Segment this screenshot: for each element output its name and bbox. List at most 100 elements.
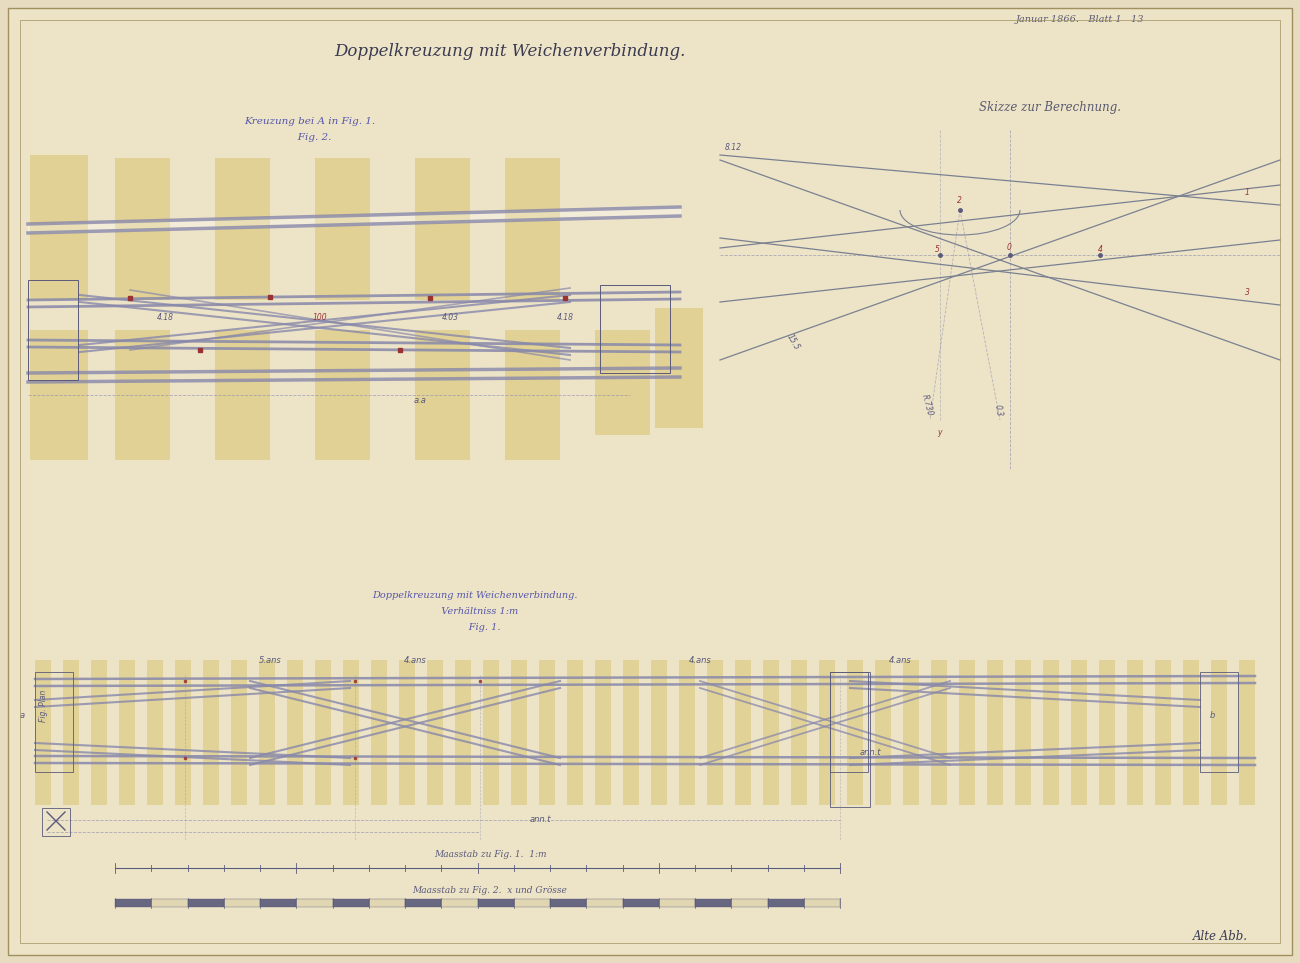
Bar (114, 330, 170, 460)
Bar (296, 899, 333, 907)
Bar (659, 899, 696, 907)
Bar (540, 660, 555, 805)
Bar (42, 808, 70, 836)
Text: ann.t: ann.t (861, 748, 881, 757)
Bar (550, 899, 586, 907)
Bar (29, 280, 78, 380)
Text: b: b (1210, 711, 1216, 720)
Bar (819, 660, 835, 805)
Text: 15.5: 15.5 (785, 333, 801, 352)
Bar (1200, 672, 1238, 772)
Bar (176, 660, 191, 805)
Bar (203, 660, 218, 805)
Bar (259, 660, 276, 805)
Bar (62, 660, 79, 805)
Bar (651, 660, 667, 805)
Text: Skizze zur Berechnung.: Skizze zur Berechnung. (979, 101, 1121, 115)
Bar (829, 672, 868, 772)
Bar (1043, 660, 1060, 805)
Bar (315, 158, 370, 300)
Bar (931, 660, 946, 805)
Bar (623, 660, 640, 805)
Bar (91, 660, 107, 805)
Bar (187, 899, 224, 907)
Bar (504, 158, 560, 300)
Text: 0.3: 0.3 (993, 403, 1004, 417)
Text: Alte Abb.: Alte Abb. (1192, 930, 1248, 943)
Bar (959, 660, 975, 805)
Bar (586, 899, 623, 907)
Bar (655, 308, 703, 428)
Text: 100: 100 (313, 313, 328, 322)
Text: Kreuzung bei A in Fig. 1.
   Fig. 2.: Kreuzung bei A in Fig. 1. Fig. 2. (244, 117, 376, 143)
Bar (30, 330, 88, 460)
Bar (399, 660, 415, 805)
Bar (790, 660, 807, 805)
Text: 2: 2 (957, 196, 962, 205)
Bar (707, 660, 723, 805)
Text: Doppelkreuzung mit Weichenverbindung.
   Verhältniss 1:m
      Fig. 1.: Doppelkreuzung mit Weichenverbindung. Ve… (372, 591, 577, 633)
Bar (441, 899, 477, 907)
Bar (875, 660, 891, 805)
Text: 5: 5 (935, 245, 940, 254)
Bar (1015, 660, 1031, 805)
Text: 1: 1 (1245, 188, 1249, 197)
Bar (848, 660, 863, 805)
Bar (1212, 660, 1227, 805)
Text: 4.ans: 4.ans (403, 656, 426, 665)
Bar (214, 158, 270, 300)
Bar (1071, 660, 1087, 805)
Bar (1154, 660, 1171, 805)
Bar (260, 899, 296, 907)
Bar (415, 330, 471, 460)
Bar (679, 660, 696, 805)
Bar (504, 330, 560, 460)
Bar (1183, 660, 1199, 805)
Bar (484, 660, 499, 805)
Bar (903, 660, 919, 805)
Bar (369, 899, 406, 907)
Text: a: a (20, 711, 25, 720)
Text: 4.18: 4.18 (556, 313, 573, 322)
Bar (829, 672, 870, 807)
Text: a.a: a.a (413, 396, 426, 405)
Text: 4.03: 4.03 (442, 313, 459, 322)
Bar (731, 899, 767, 907)
Text: 0: 0 (1008, 243, 1011, 252)
Text: R.730: R.730 (920, 393, 935, 417)
Text: Januar 1866.   Blatt 1   13: Januar 1866. Blatt 1 13 (1015, 15, 1144, 24)
Text: 4.ans: 4.ans (689, 656, 711, 665)
Bar (803, 899, 840, 907)
Bar (406, 899, 441, 907)
Text: y: y (937, 428, 941, 437)
Bar (623, 899, 659, 907)
Bar (343, 660, 359, 805)
Bar (426, 660, 443, 805)
Text: 3: 3 (1245, 288, 1249, 297)
Bar (1239, 660, 1254, 805)
Text: ann.t: ann.t (529, 815, 551, 824)
Bar (114, 158, 170, 300)
Bar (120, 660, 135, 805)
Bar (370, 660, 387, 805)
Text: Doppelkreuzung mit Weichenverbindung.: Doppelkreuzung mit Weichenverbindung. (334, 43, 685, 61)
Bar (511, 660, 526, 805)
Bar (35, 660, 51, 805)
Text: Fig. Plan: Fig. Plan (39, 690, 48, 722)
Text: 4.18: 4.18 (156, 313, 173, 322)
Text: Maasstab zu Fig. 1.  1:m: Maasstab zu Fig. 1. 1:m (434, 850, 546, 859)
Text: Maasstab zu Fig. 2.  x und Grösse: Maasstab zu Fig. 2. x und Grösse (412, 886, 567, 895)
Bar (763, 660, 779, 805)
Bar (35, 672, 73, 772)
Bar (696, 899, 731, 907)
Bar (601, 285, 670, 373)
Bar (224, 899, 260, 907)
Bar (231, 660, 247, 805)
Bar (567, 660, 582, 805)
Bar (287, 660, 303, 805)
Bar (415, 158, 471, 300)
Text: 8.12: 8.12 (725, 143, 742, 152)
Text: 4: 4 (1098, 245, 1102, 254)
Bar (455, 660, 471, 805)
Bar (1098, 660, 1115, 805)
